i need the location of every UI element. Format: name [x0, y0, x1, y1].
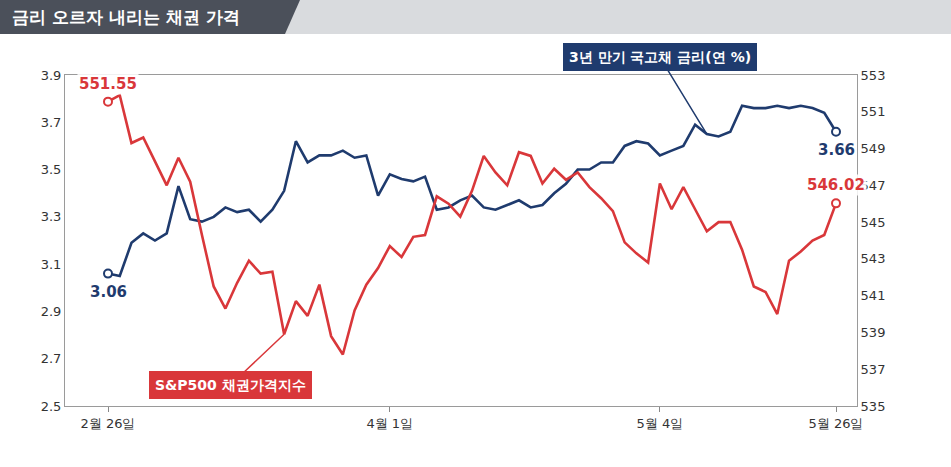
- svg-text:3.06: 3.06: [90, 283, 127, 301]
- svg-text:535: 535: [861, 399, 886, 414]
- svg-text:3.5: 3.5: [41, 162, 62, 177]
- svg-text:금리 오르자 내리는 채권 가격: 금리 오르자 내리는 채권 가격: [12, 7, 240, 27]
- svg-text:3.3: 3.3: [41, 209, 62, 224]
- svg-text:551.55: 551.55: [79, 75, 137, 93]
- svg-text:541: 541: [861, 288, 886, 303]
- svg-text:3.9: 3.9: [41, 68, 62, 83]
- svg-text:553: 553: [861, 68, 886, 83]
- svg-text:2월 26일: 2월 26일: [81, 416, 136, 431]
- svg-text:5월 4일: 5월 4일: [637, 416, 684, 431]
- svg-text:3.66: 3.66: [818, 141, 855, 159]
- svg-text:547: 547: [861, 178, 886, 193]
- svg-text:S&P500 채권가격지수: S&P500 채권가격지수: [155, 377, 306, 393]
- svg-text:546.02: 546.02: [807, 176, 865, 194]
- svg-text:537: 537: [861, 362, 886, 377]
- svg-text:3.7: 3.7: [41, 115, 62, 130]
- svg-text:551: 551: [861, 104, 886, 119]
- svg-text:4월 1일: 4월 1일: [366, 416, 413, 431]
- svg-text:5월 26일: 5월 26일: [809, 416, 864, 431]
- svg-text:549: 549: [861, 141, 886, 156]
- svg-text:539: 539: [861, 325, 886, 340]
- svg-text:543: 543: [861, 251, 886, 266]
- svg-text:2.5: 2.5: [41, 399, 62, 414]
- svg-text:2.9: 2.9: [41, 304, 62, 319]
- svg-text:3.1: 3.1: [41, 257, 62, 272]
- svg-text:2.7: 2.7: [41, 351, 62, 366]
- svg-text:3년 만기 국고채 금리(연 %): 3년 만기 국고채 금리(연 %): [569, 49, 751, 65]
- svg-text:545: 545: [861, 215, 886, 230]
